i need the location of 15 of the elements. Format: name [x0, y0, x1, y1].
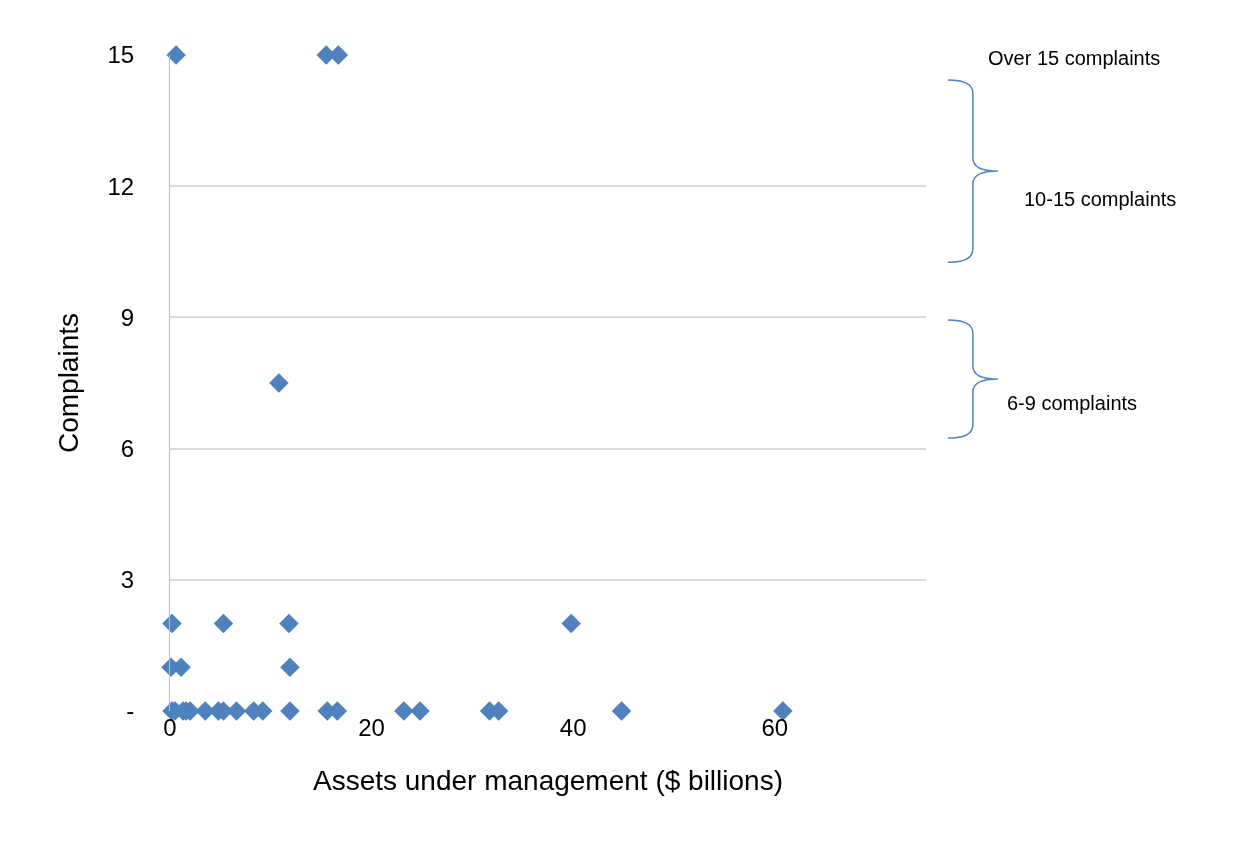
- y-tick-label: 9: [120, 303, 135, 331]
- text: 6-9 complaints: [1007, 392, 1138, 414]
- y-tick-label: 12: [107, 172, 135, 200]
- y-axis-title: Complaints: [53, 312, 85, 454]
- y-tick-label: 6: [120, 435, 135, 462]
- x-tick-label: 0: [163, 714, 177, 741]
- text: 10-15 complaints: [1024, 188, 1177, 210]
- x-tick-label: 20: [358, 714, 385, 741]
- text: Over 15 complaints: [988, 47, 1161, 69]
- y-tick-label: -: [126, 697, 135, 725]
- x-tick-label: 60: [761, 714, 789, 741]
- x-axis-title: Assets under management ($ billions): [312, 765, 784, 797]
- x-tick-label: 40: [559, 714, 587, 741]
- y-tick-label: 3: [120, 566, 135, 594]
- y-tick-label: 15: [107, 41, 135, 69]
